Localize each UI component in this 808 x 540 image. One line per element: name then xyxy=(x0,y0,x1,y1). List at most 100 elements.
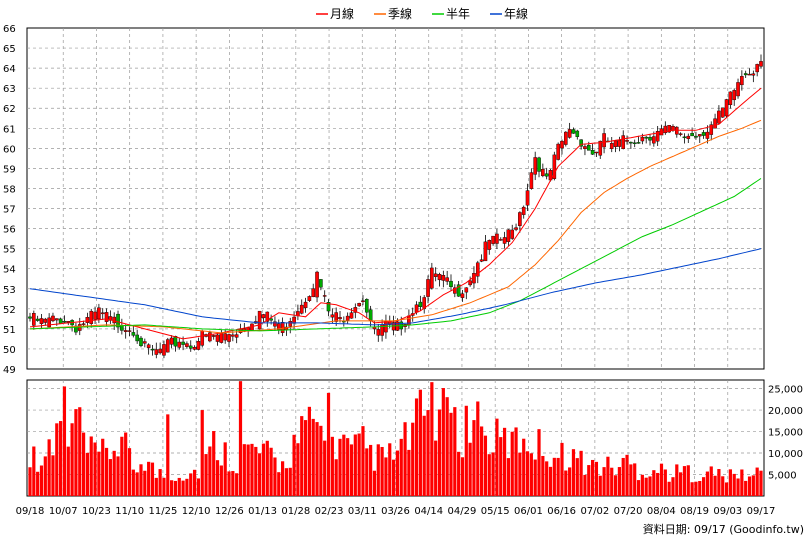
candle-body xyxy=(720,107,725,118)
volume-bar xyxy=(701,477,706,496)
candle-body xyxy=(93,311,97,320)
candle-body xyxy=(315,271,319,298)
candle-body xyxy=(579,139,583,147)
volume-bar xyxy=(147,461,151,496)
volume-bar xyxy=(659,463,664,496)
volume-bar xyxy=(59,421,63,496)
volume-bar xyxy=(480,426,484,496)
candle-body xyxy=(571,129,576,134)
x-axis: 09/18 10/07 10/23 11/10 11/25 12/10 12/26 01/13… xyxy=(16,506,776,517)
candle-body xyxy=(740,76,744,86)
candle-body xyxy=(319,279,323,288)
x-tick-label: 01/13 xyxy=(248,506,277,517)
candle-body xyxy=(717,110,721,124)
volume-bar xyxy=(755,467,759,496)
candle-body xyxy=(759,61,763,67)
volume-bar xyxy=(449,412,453,496)
candle-body xyxy=(705,131,710,139)
volume-bar xyxy=(300,416,304,496)
candle-body xyxy=(441,275,446,281)
volume-bar xyxy=(740,469,744,496)
candle-body xyxy=(506,229,511,243)
candle-body xyxy=(537,157,541,172)
candle-body xyxy=(567,129,572,138)
volume-bar xyxy=(422,415,426,496)
candle-body xyxy=(414,304,419,313)
candle-body xyxy=(732,90,737,101)
candle-body xyxy=(418,301,423,307)
candle-body xyxy=(747,73,752,76)
volume-bar xyxy=(579,450,583,496)
candle-body xyxy=(678,133,683,135)
candle-body xyxy=(165,339,170,353)
x-tick-label: 03/26 xyxy=(381,506,410,517)
volume-bar xyxy=(407,449,411,496)
volume-bar xyxy=(166,414,170,496)
price-tick-label: 53 xyxy=(3,285,16,296)
volume-bar xyxy=(636,480,641,496)
volume-bar xyxy=(391,459,396,496)
volume-bar xyxy=(491,452,495,496)
x-tick-label: 09/17 xyxy=(747,506,776,517)
candle-body xyxy=(598,140,603,156)
volume-bar xyxy=(296,443,300,496)
volume-bar xyxy=(131,469,135,496)
x-tick-label: 03/11 xyxy=(348,506,377,517)
volume-bar xyxy=(602,467,606,496)
volume-bar xyxy=(537,429,541,496)
volume-tick-label: 25,000 xyxy=(768,385,803,396)
volume-bar xyxy=(487,454,491,496)
candle-body xyxy=(51,315,55,322)
volume-bar xyxy=(522,438,526,496)
volume-bar xyxy=(587,465,591,496)
candle-body xyxy=(261,314,266,319)
volume-bar xyxy=(434,440,438,496)
candle-body xyxy=(602,133,606,148)
volume-bar xyxy=(529,453,533,496)
volume-bar xyxy=(292,434,296,496)
candle-body xyxy=(169,337,174,345)
candle-body xyxy=(690,133,694,137)
volume-bar xyxy=(70,423,74,496)
volume-bar xyxy=(759,470,763,496)
volume-bar xyxy=(694,481,698,496)
volume-bar xyxy=(338,438,342,496)
candle-body xyxy=(307,296,312,301)
candle-body xyxy=(322,295,327,297)
volume-bar xyxy=(633,463,637,496)
volume-bar xyxy=(273,457,277,496)
volume-bar xyxy=(441,388,445,496)
candle-body xyxy=(338,317,342,320)
volume-tick-label: 5,000 xyxy=(768,471,797,482)
volume-bar xyxy=(437,409,442,496)
candle-body xyxy=(686,135,691,139)
candle-body xyxy=(495,233,499,244)
candle-body xyxy=(62,320,67,323)
candle-body xyxy=(556,143,560,160)
volume-bar xyxy=(192,469,197,496)
price-tick-label: 50 xyxy=(3,345,16,356)
volume-bar xyxy=(235,473,239,496)
volume-bar xyxy=(162,477,166,496)
volume-bar xyxy=(277,472,281,496)
candle-body xyxy=(265,311,270,322)
volume-bar xyxy=(621,457,625,496)
candle-body xyxy=(632,142,637,144)
volume-bar xyxy=(671,477,675,496)
legend: 月線 季線 半年 年線 xyxy=(316,6,528,21)
candle-body xyxy=(120,325,124,331)
candle-body xyxy=(345,315,350,321)
volume-bar xyxy=(311,418,315,496)
volume-bar xyxy=(652,470,656,496)
candle-body xyxy=(150,348,155,351)
volume-bar xyxy=(28,467,32,496)
volume-bar xyxy=(127,448,132,496)
candle-body xyxy=(498,239,503,241)
volume-bar xyxy=(445,397,449,496)
candle-body xyxy=(280,321,285,333)
candle-body xyxy=(468,280,472,286)
candle-body xyxy=(586,144,591,151)
candle-body xyxy=(697,134,702,137)
candle-body xyxy=(560,140,564,149)
